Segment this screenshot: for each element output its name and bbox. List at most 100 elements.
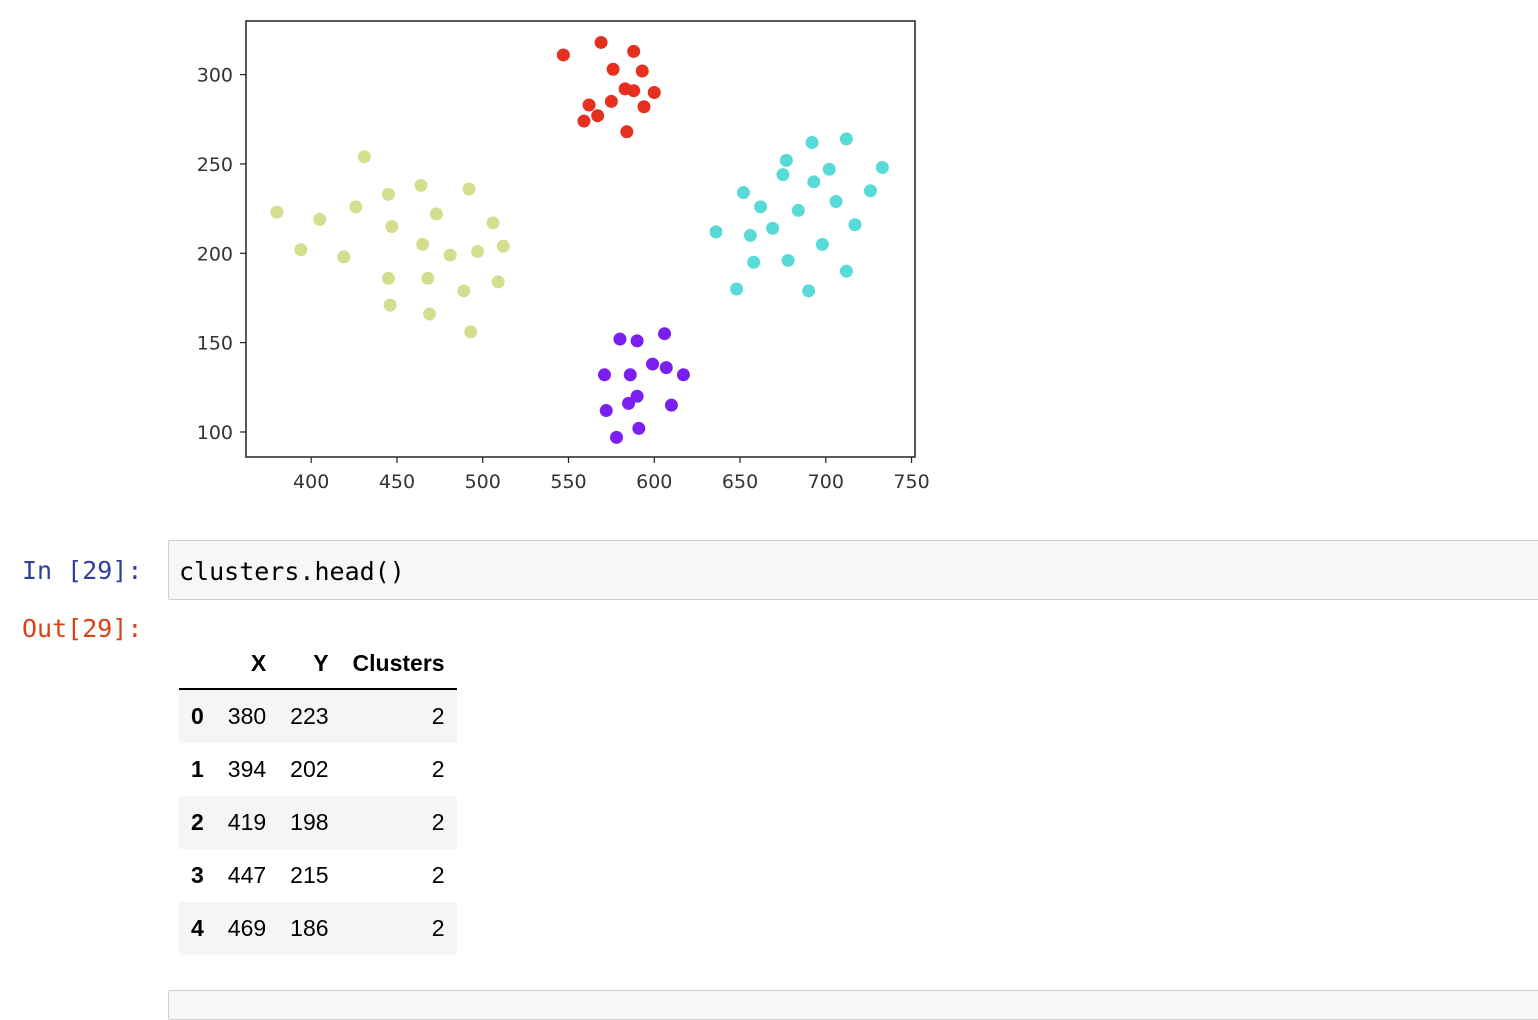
cell-clusters: 2 <box>431 809 445 835</box>
row-index: 4 <box>191 915 204 941</box>
data-point-cluster-2 <box>736 186 750 200</box>
data-point-cluster-2 <box>779 153 793 167</box>
cell-x: 419 <box>227 809 267 835</box>
table-row: 3 447 215 2 <box>179 849 457 902</box>
data-point-cluster-0 <box>491 275 505 289</box>
data-point-cluster-0 <box>414 178 428 192</box>
data-point-cluster-0 <box>443 248 457 262</box>
table-row: 0 380 223 2 <box>179 689 457 743</box>
data-point-cluster-0 <box>462 182 476 196</box>
data-point-cluster-3 <box>599 404 613 418</box>
data-point-cluster-2 <box>802 284 816 298</box>
cell-x: 447 <box>227 862 267 888</box>
x-tick-label: 650 <box>722 471 758 493</box>
data-point-cluster-2 <box>781 253 795 267</box>
data-point-cluster-3 <box>659 361 673 375</box>
data-point-cluster-2 <box>747 255 761 269</box>
data-point-cluster-2 <box>875 161 889 175</box>
data-point-cluster-1 <box>627 84 641 98</box>
data-point-cluster-2 <box>863 184 877 198</box>
y-tick-label: 150 <box>197 333 233 355</box>
code-text[interactable]: clusters.head() <box>179 557 405 586</box>
cell-y: 202 <box>290 756 329 782</box>
data-point-cluster-1 <box>647 85 661 99</box>
data-point-cluster-2 <box>743 228 757 242</box>
table-row: 1 394 202 2 <box>179 743 457 796</box>
cell-x: 394 <box>227 756 267 782</box>
data-point-cluster-3 <box>630 389 644 403</box>
points-layer <box>270 35 889 444</box>
y-tick-label: 200 <box>197 243 233 265</box>
cell-y: 215 <box>290 862 329 888</box>
data-point-cluster-0 <box>421 271 435 285</box>
data-point-cluster-0 <box>313 212 327 226</box>
data-point-cluster-3 <box>630 334 644 348</box>
cell-y: 198 <box>290 809 329 835</box>
data-point-cluster-1 <box>604 94 618 108</box>
data-point-cluster-3 <box>658 327 672 341</box>
cell-y: 186 <box>290 915 329 941</box>
y-tick-label: 300 <box>197 65 233 87</box>
data-point-cluster-2 <box>730 282 744 296</box>
data-point-cluster-2 <box>815 237 829 251</box>
data-point-cluster-2 <box>839 132 853 146</box>
data-point-cluster-0 <box>416 237 430 251</box>
data-point-cluster-2 <box>805 136 819 150</box>
cell-clusters: 2 <box>431 756 445 782</box>
y-tick-label: 250 <box>197 154 233 176</box>
data-point-cluster-0 <box>423 307 437 321</box>
data-point-cluster-2 <box>848 218 862 232</box>
data-point-cluster-2 <box>829 194 843 208</box>
cell-y: 223 <box>290 703 329 729</box>
input-prompt: In [29]: <box>22 556 143 585</box>
data-point-cluster-1 <box>582 98 596 112</box>
cell-clusters: 2 <box>431 862 445 888</box>
next-code-cell[interactable] <box>168 990 1538 1020</box>
data-point-cluster-0 <box>429 207 443 221</box>
data-point-cluster-3 <box>622 396 636 410</box>
table-row: 4 469 186 2 <box>179 902 457 955</box>
data-point-cluster-2 <box>709 225 723 239</box>
data-point-cluster-2 <box>791 203 805 217</box>
data-point-cluster-2 <box>766 221 780 235</box>
data-point-cluster-2 <box>822 162 836 176</box>
data-point-cluster-1 <box>591 109 605 123</box>
data-point-cluster-1 <box>556 48 570 62</box>
data-point-cluster-0 <box>385 219 399 233</box>
data-point-cluster-0 <box>457 284 471 298</box>
data-point-cluster-0 <box>381 187 395 201</box>
data-point-cluster-2 <box>807 175 821 189</box>
cell-x: 380 <box>227 703 267 729</box>
table-row: 2 419 198 2 <box>179 796 457 849</box>
data-point-cluster-0 <box>337 250 351 264</box>
data-point-cluster-0 <box>294 243 308 257</box>
plot-frame <box>245 20 916 458</box>
data-point-cluster-3 <box>676 368 690 382</box>
data-point-cluster-1 <box>635 64 649 78</box>
data-point-cluster-0 <box>383 298 397 312</box>
code-cell[interactable]: clusters.head() <box>168 540 1538 600</box>
column-header: Clusters <box>340 638 457 690</box>
ticks-layer: 400 450 500 550 600 650 700 750 100 150 200 250 300 <box>197 65 930 493</box>
data-point-cluster-1 <box>577 114 591 128</box>
x-tick-label: 700 <box>808 471 844 493</box>
x-tick-label: 600 <box>636 471 672 493</box>
data-point-cluster-1 <box>594 35 608 49</box>
data-point-cluster-3 <box>632 421 646 435</box>
dataframe-table: X Y Clusters 0 380 223 2 1 394 202 2 2 4… <box>179 638 457 955</box>
data-point-cluster-1 <box>620 125 634 139</box>
row-index: 3 <box>191 862 204 888</box>
data-point-cluster-3 <box>598 368 612 382</box>
cell-clusters: 2 <box>431 915 445 941</box>
data-point-cluster-0 <box>471 245 485 259</box>
data-point-cluster-1 <box>637 100 651 114</box>
data-point-cluster-0 <box>357 150 371 164</box>
data-point-cluster-3 <box>646 357 660 371</box>
data-point-cluster-0 <box>486 216 500 230</box>
data-point-cluster-0 <box>349 200 363 214</box>
data-point-cluster-3 <box>610 430 624 444</box>
column-header: Y <box>278 638 341 690</box>
column-header: X <box>215 638 279 690</box>
x-tick-label: 550 <box>550 471 586 493</box>
data-point-cluster-0 <box>270 205 284 219</box>
